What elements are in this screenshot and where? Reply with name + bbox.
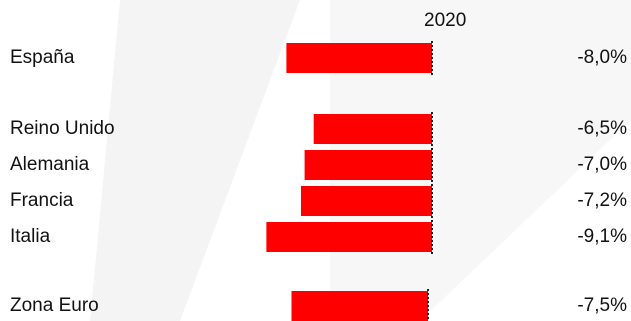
bar-5 bbox=[291, 291, 428, 321]
category-label: España bbox=[10, 47, 75, 68]
category-label: Italia bbox=[10, 226, 51, 247]
bar-0 bbox=[286, 43, 432, 73]
value-label: -7,2% bbox=[577, 190, 627, 211]
value-label: -9,1% bbox=[577, 226, 627, 247]
value-label: -6,5% bbox=[577, 118, 627, 139]
bar-3 bbox=[300, 186, 432, 216]
bar-1 bbox=[313, 114, 432, 144]
category-label: Francia bbox=[10, 190, 74, 211]
bar-2 bbox=[304, 150, 432, 180]
bar-4 bbox=[266, 222, 432, 252]
category-label: Alemania bbox=[10, 154, 90, 175]
value-label: -7,0% bbox=[577, 154, 627, 175]
category-label: Zona Euro bbox=[10, 295, 99, 316]
value-label: -7,5% bbox=[577, 295, 627, 316]
category-label: Reino Unido bbox=[10, 118, 115, 139]
period-label: 2020 bbox=[424, 10, 467, 31]
value-label: -8,0% bbox=[577, 47, 627, 68]
